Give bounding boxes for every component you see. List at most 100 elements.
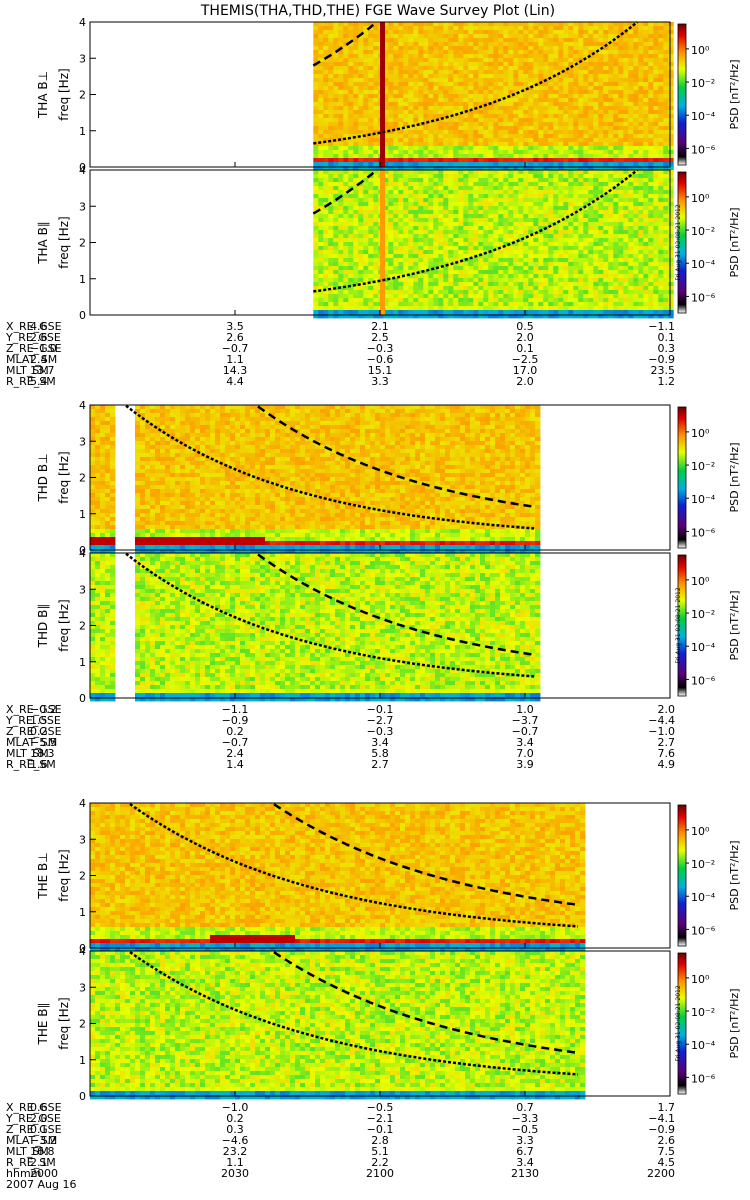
ephemeris-value: 16.8 <box>30 1145 55 1158</box>
y-tick-label: 2 <box>79 1018 86 1031</box>
ephemeris-value: 1.1 <box>226 1156 244 1169</box>
ephemeris-value: −4.1 <box>648 1112 675 1125</box>
ephemeris-value: 2000 <box>30 1167 58 1180</box>
ephemeris-row-label: Z_RE_GSE <box>6 1123 62 1136</box>
ephemeris-value: 2.4 <box>226 747 244 760</box>
colorbar-tick-label: 10⁰ <box>691 973 710 986</box>
ephemeris-value: −4.4 <box>648 714 675 727</box>
spectrogram-panel: 0 1 2 3 4 THA B∥ freq [Hz] 10⁰ 10⁻² 10⁻⁴ 10⁻⁶ PSD [… <box>36 164 741 322</box>
ephemeris-value: 0.3 <box>658 342 676 355</box>
gyrofrequency-curves <box>312 21 639 145</box>
ephemeris-value: 1.2 <box>658 375 676 388</box>
ephemeris-row-label: X_RE_GSE <box>6 320 62 333</box>
ephemeris-row-label: MLT_SM <box>6 1145 49 1158</box>
colorbar-tick-label: 10⁻⁴ <box>691 493 716 506</box>
ephemeris-row-label: Y_RE_GSE <box>5 331 61 344</box>
gyro-curve-1 <box>125 552 535 678</box>
ephemeris-value: −4.6 <box>222 1134 249 1147</box>
ephemeris-value: 0.3 <box>226 1123 244 1136</box>
colorbar-tick-label: 10⁻² <box>691 858 715 871</box>
ephemeris-row-label: X_RE_GSE <box>6 703 62 716</box>
ephemeris-value: −1.1 <box>222 703 249 716</box>
ephemeris-value: 7.0 <box>516 747 534 760</box>
ephemeris-value: −0.5 <box>512 1123 539 1136</box>
ephemeris-value: −0.1 <box>367 1123 394 1136</box>
y-tick-label: 1 <box>79 906 86 919</box>
ephemeris-value: 2.2 <box>371 1156 389 1169</box>
ephemeris-value: −0.9 <box>222 714 249 727</box>
run-timestamp: Fri Aug 31 02:08:21 2012 <box>675 204 682 281</box>
y-tick-label: 2 <box>79 620 86 633</box>
ephemeris-value: 2.0 <box>516 331 534 344</box>
freq-axis-label: freq [Hz] <box>57 599 71 651</box>
ephemeris-value: 2030 <box>221 1167 249 1180</box>
y-tick-label: 1 <box>79 125 86 138</box>
colorbar-tick-label: 10⁻⁴ <box>691 1039 716 1052</box>
spectrogram-cells <box>313 170 674 319</box>
ephemeris-row-label: Z_RE_GSE <box>6 342 62 355</box>
gyro-curve-2 <box>273 803 579 907</box>
y-tick-label: 4 <box>79 399 86 412</box>
ephemeris-value: −0.1 <box>367 703 394 716</box>
ephemeris-value: 13.7 <box>30 364 55 377</box>
ephemeris-row-label: Z_RE_GSE <box>6 725 62 738</box>
panel-label: THD B∥ <box>36 604 50 649</box>
ephemeris-value: 3.4 <box>516 1156 534 1169</box>
ephemeris-value: 2.8 <box>371 1134 389 1147</box>
y-tick-label: 3 <box>79 583 86 596</box>
ephemeris-value: −1.1 <box>648 320 675 333</box>
colorbar: 10⁰ 10⁻² 10⁻⁴ 10⁻⁶ PSD [nT²/Hz] <box>677 804 741 947</box>
ephemeris-value: 5.8 <box>371 747 389 760</box>
ephemeris-value: 1.7 <box>658 1101 676 1114</box>
ephemeris-value: −1.0 <box>648 725 675 738</box>
y-tick-label: 2 <box>79 89 86 102</box>
freq-axis-label: freq [Hz] <box>57 997 71 1049</box>
spectrogram-panel: 0 1 2 3 4 THA B⊥ freq [Hz] 10⁰ 10⁻² 10⁻⁴ 10⁻⁶ PSD [… <box>36 16 741 174</box>
gyrofrequency-curves <box>129 803 579 928</box>
ephemeris-value: −2.5 <box>512 353 539 366</box>
y-tick-label: 4 <box>79 945 86 958</box>
y-tick-label: 0 <box>79 942 86 955</box>
y-tick-label: 4 <box>79 16 86 29</box>
ephemeris-value: 0.5 <box>516 320 534 333</box>
y-tick-label: 2 <box>79 870 86 883</box>
ephemeris-value: 2.1 <box>30 1156 48 1169</box>
panel-label: THA B⊥ <box>36 71 50 119</box>
ephemeris-value: 2.0 <box>516 375 534 388</box>
colorbar-tick-label: 10⁰ <box>691 825 710 838</box>
colorbar: 10⁰ 10⁻² 10⁻⁴ 10⁻⁶ PSD [nT²/Hz] Fri Aug 31 02… <box>675 554 741 697</box>
ephemeris-row-label: MLAT_SM <box>6 1134 57 1147</box>
ephemeris-value: −0.7 <box>222 736 249 749</box>
panel-label: THA B∥ <box>36 221 50 265</box>
y-tick-label: 0 <box>79 1090 86 1103</box>
y-tick-label: 2 <box>79 237 86 250</box>
colorbar-tick-label: 10⁻⁶ <box>691 1072 716 1085</box>
colorbar-label: PSD [nT²/Hz] <box>728 442 741 512</box>
colorbar-tick-label: 10⁻² <box>691 77 715 90</box>
ephemeris-value: 0.2 <box>226 1112 244 1125</box>
ephemeris-value: 3.4 <box>516 736 534 749</box>
gyro-curve-2 <box>312 171 375 215</box>
ephemeris-value: 23.5 <box>651 364 676 377</box>
gyrofrequency-curves <box>129 951 579 1076</box>
date-label: 2007 Aug 16 <box>6 1178 76 1191</box>
ephemeris-value: 17.0 <box>513 364 538 377</box>
ephemeris-value: 3.3 <box>516 1134 534 1147</box>
colorbar: 10⁰ 10⁻² 10⁻⁴ 10⁻⁶ PSD [nT²/Hz] Fri Aug 31 02… <box>675 171 741 314</box>
ephemeris-value: 2.6 <box>226 331 244 344</box>
ephemeris-value: −0.2 <box>30 703 57 716</box>
ephemeris-value: 4.9 <box>658 758 676 771</box>
colorbar-tick-label: 10⁰ <box>691 44 710 57</box>
gyrofrequency-curves <box>312 169 639 293</box>
ephemeris-value: 5.1 <box>371 1145 389 1158</box>
y-tick-label: 3 <box>79 981 86 994</box>
spectrogram-panel: 0 1 2 3 4 THD B∥ freq [Hz] 10⁰ 10⁻² 10⁻⁴ 10⁻⁶ PSD [… <box>36 547 741 705</box>
gyro-curve-2 <box>312 23 375 67</box>
spectrogram-panel: 0 1 2 3 4 THD B⊥ freq [Hz] 10⁰ 10⁻² 10⁻⁴ 10⁻⁶ PSD [… <box>36 399 741 557</box>
ephemeris-value: 1.0 <box>516 703 534 716</box>
spike-band <box>380 170 385 315</box>
ephemeris-value: 1.4 <box>226 758 244 771</box>
